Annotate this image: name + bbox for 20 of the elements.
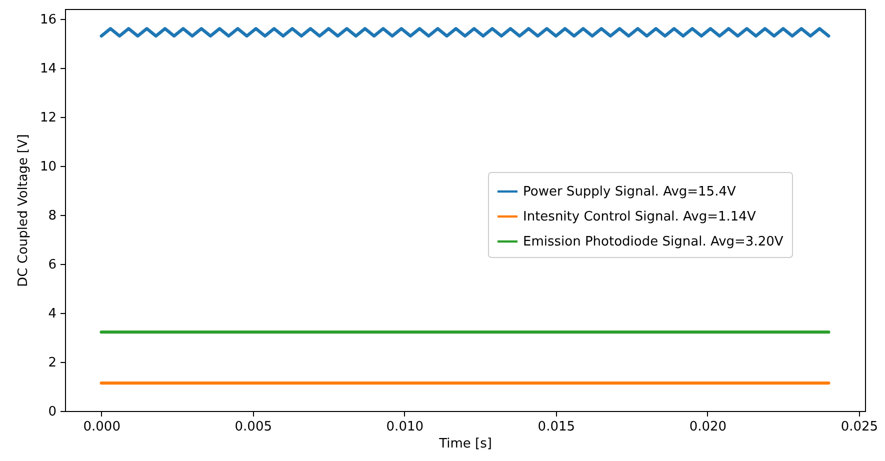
x-tick-label: 0.000 (83, 420, 120, 434)
y-tick-label: 10 (40, 159, 56, 174)
y-tick-label: 0 (48, 404, 56, 420)
y-tick-label: 16 (40, 12, 56, 28)
x-tick-label: 0.025 (840, 420, 878, 434)
x-tick-label: 0.005 (234, 420, 272, 434)
legend-label: Emission Photodiode Signal. Avg=3.20V (523, 234, 784, 250)
y-axis-title: DC Coupled Voltage [V] (16, 134, 31, 287)
x-tick-label: 0.020 (689, 420, 727, 434)
x-tick-label: 0.015 (538, 420, 576, 434)
y-tick-label: 14 (40, 61, 56, 76)
y-tick-label: 8 (48, 208, 56, 224)
x-tick-label: 0.010 (386, 420, 424, 434)
x-axis-title: Time [s] (438, 436, 492, 452)
legend-label: Power Supply Signal. Avg=15.4V (523, 184, 736, 200)
y-tick-label: 2 (48, 355, 56, 370)
y-tick-label: 12 (40, 110, 56, 126)
y-tick-label: 4 (48, 306, 56, 322)
y-tick-label: 6 (48, 257, 56, 272)
legend-label: Intesnity Control Signal. Avg=1.14V (523, 210, 756, 224)
